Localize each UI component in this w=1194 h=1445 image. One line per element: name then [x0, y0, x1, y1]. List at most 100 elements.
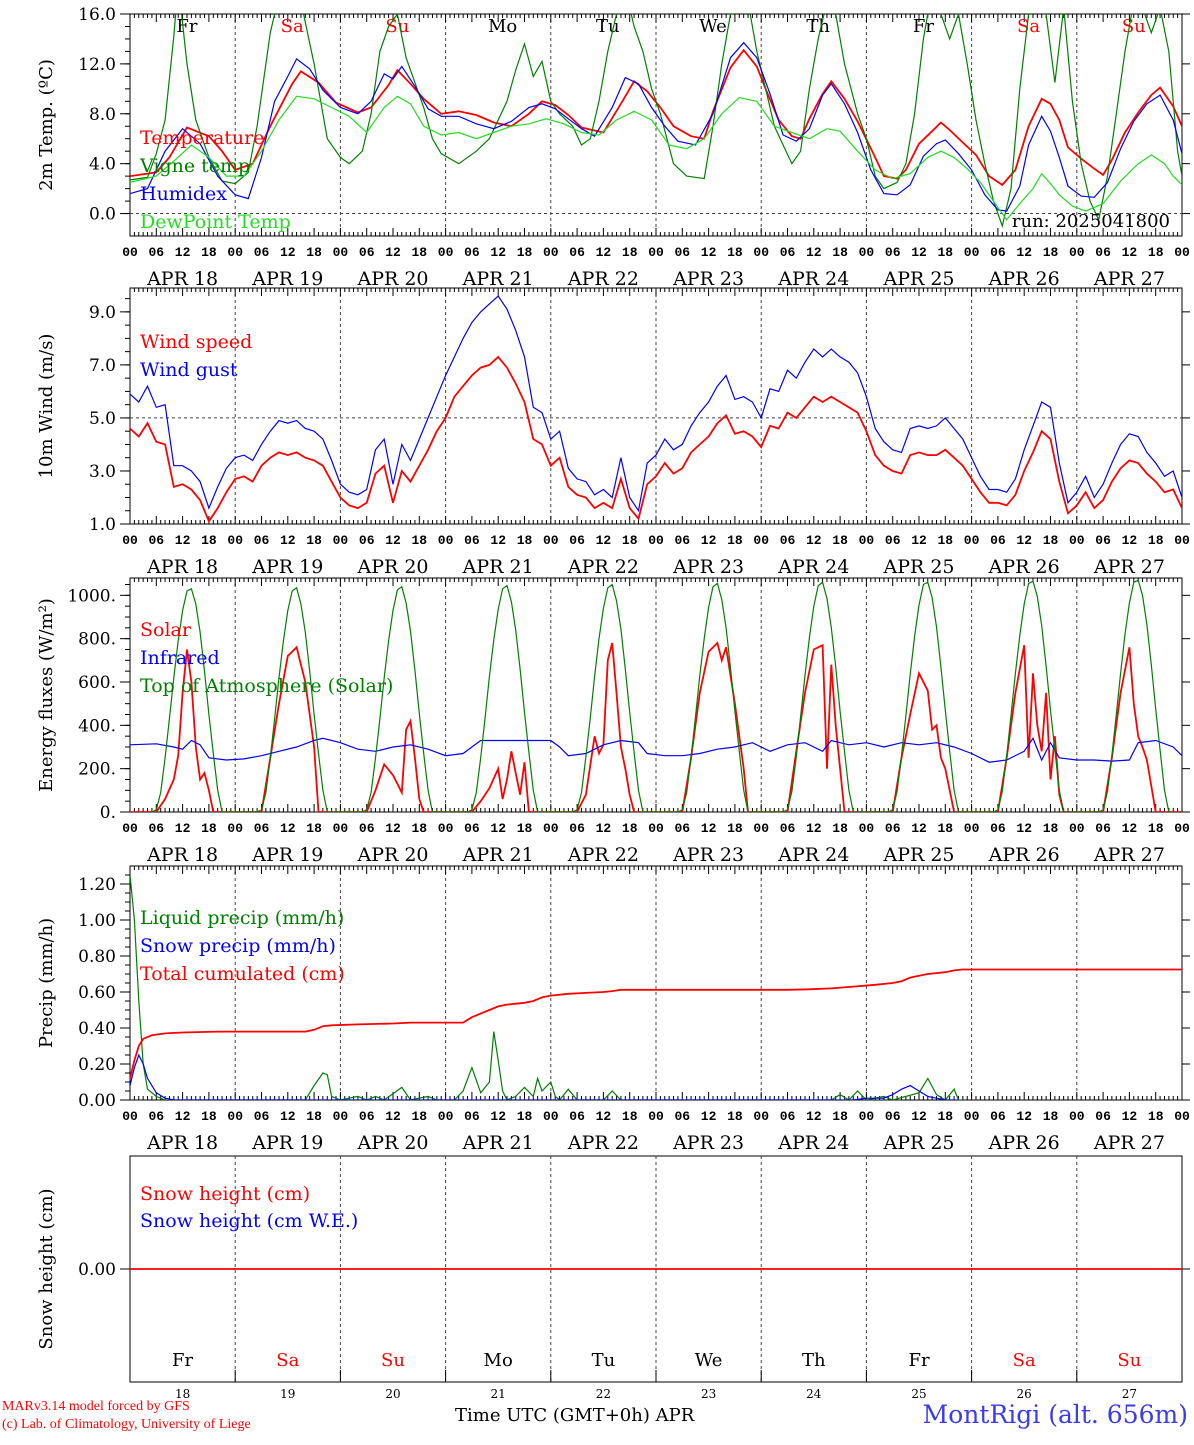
x-hour-label: 18	[832, 821, 848, 836]
x-date-label: APR 20	[356, 1132, 428, 1154]
x-date-label: APR 23	[672, 1132, 744, 1154]
x-hour-label: 06	[674, 533, 690, 548]
x-hour-label: 18	[201, 1109, 217, 1124]
x-hour-label: 00	[1174, 245, 1190, 260]
y-axis-label: Energy fluxes (W/m²)	[36, 598, 57, 792]
y-tick-label: 0.40	[78, 1019, 116, 1039]
x-date-label: APR 24	[777, 268, 849, 290]
month-label: APR	[655, 1405, 695, 1426]
legend-entry: Wind gust	[140, 359, 238, 381]
y-tick-label: 7.0	[89, 356, 116, 376]
series-line-total-cumulated-cm-	[130, 968, 1182, 1079]
x-hour-label: 00	[1069, 1109, 1085, 1124]
x-hour-label: 12	[175, 1109, 191, 1124]
x-hour-label: 12	[1122, 821, 1138, 836]
series-line-snow-precip-mm-h-	[130, 1053, 959, 1100]
legend-entry: Humidex	[140, 183, 227, 205]
legend-entry: Snow height (cm)	[140, 1183, 310, 1205]
run-annotation: run: 2025041800	[1012, 211, 1170, 232]
x-hour-label: 00	[1174, 1109, 1190, 1124]
x-hour-label: 12	[1122, 533, 1138, 548]
x-hour-label: 18	[727, 821, 743, 836]
x-hour-label: 18	[201, 821, 217, 836]
x-hour-label: 00	[648, 821, 664, 836]
weekday-label: Th	[802, 1350, 826, 1371]
panel-3: 0. 200. 400. 600. 800. 1000. Energy fluxes (W/…	[36, 577, 1190, 866]
x-hour-label: 18	[1148, 1109, 1164, 1124]
x-hour-label: 18	[517, 533, 533, 548]
x-date-label: APR 27	[1093, 556, 1165, 578]
x-hour-label: 12	[1016, 533, 1032, 548]
x-hour-label: 06	[780, 1109, 796, 1124]
x-hour-label: 12	[701, 245, 717, 260]
x-hour-label: 12	[596, 1109, 612, 1124]
x-hour-label: 06	[148, 1109, 164, 1124]
x-hour-label: 12	[1122, 245, 1138, 260]
x-hour-label: 18	[201, 245, 217, 260]
weekday-label: Su	[381, 1350, 405, 1371]
x-date-label: APR 27	[1093, 1132, 1165, 1154]
weekday-label: Th	[806, 16, 830, 37]
panel-1: 0.0 4.0 8.0 12.0 16.0 2m Temp. (ºC) 00 06 12 18 AP…	[36, 5, 1190, 290]
x-hour-label: 00	[438, 533, 454, 548]
x-hour-label: 12	[1016, 245, 1032, 260]
x-hour-label: 00	[543, 245, 559, 260]
x-date-label: APR 26	[988, 844, 1060, 866]
series-line-wind-gust	[130, 295, 1182, 513]
x-hour-label: 12	[280, 1109, 296, 1124]
x-hour-label: 12	[490, 533, 506, 548]
series-line-wind-speed	[130, 355, 1182, 524]
day-number-label: 20	[385, 1387, 400, 1401]
x-hour-label: 06	[674, 821, 690, 836]
x-date-label: APR 23	[672, 556, 744, 578]
weekday-label: Mo	[488, 16, 517, 37]
x-date-label: APR 22	[567, 844, 639, 866]
x-hour-label: 06	[674, 245, 690, 260]
x-date-label: APR 26	[988, 1132, 1060, 1154]
x-hour-label: 06	[569, 533, 585, 548]
y-axis-label: Snow height (cm)	[36, 1188, 57, 1349]
x-hour-label: 06	[148, 245, 164, 260]
weekday-label: Fr	[908, 1350, 929, 1371]
x-date-label: APR 19	[251, 844, 323, 866]
x-date-label: APR 23	[672, 844, 744, 866]
x-hour-label: 00	[227, 533, 243, 548]
x-hour-label: 06	[1095, 245, 1111, 260]
series-line-dewpoint-temp	[130, 95, 1182, 221]
x-date-label: APR 19	[251, 268, 323, 290]
x-hour-label: 18	[832, 1109, 848, 1124]
x-hour-label: 18	[622, 821, 638, 836]
x-hour-label: 18	[622, 245, 638, 260]
x-hour-label: 00	[438, 821, 454, 836]
x-hour-label: 18	[411, 821, 427, 836]
x-hour-label: 06	[359, 245, 375, 260]
x-hour-label: 00	[859, 1109, 875, 1124]
x-hour-label: 06	[990, 1109, 1006, 1124]
weekday-label: Fr	[913, 16, 934, 37]
x-hour-label: 06	[254, 245, 270, 260]
x-hour-label: 12	[1016, 821, 1032, 836]
x-hour-label: 06	[780, 821, 796, 836]
x-hour-label: 00	[1069, 821, 1085, 836]
x-hour-label: 12	[280, 245, 296, 260]
x-hour-label: 06	[780, 245, 796, 260]
y-tick-label: 3.0	[89, 462, 116, 482]
x-hour-label: 18	[832, 533, 848, 548]
x-hour-label: 00	[122, 245, 138, 260]
x-hour-label: 06	[885, 533, 901, 548]
x-hour-label: 18	[1043, 1109, 1059, 1124]
x-hour-label: 12	[385, 821, 401, 836]
x-hour-label: 12	[280, 821, 296, 836]
y-tick-label: 16.0	[78, 5, 116, 25]
x-hour-label: 06	[464, 245, 480, 260]
x-date-label: APR 24	[777, 1132, 849, 1154]
x-hour-label: 00	[859, 245, 875, 260]
x-date-label: APR 26	[988, 268, 1060, 290]
x-hour-label: 18	[727, 245, 743, 260]
day-number-label: 19	[280, 1387, 295, 1401]
x-hour-label: 00	[964, 1109, 980, 1124]
x-date-label: APR 21	[462, 556, 534, 578]
x-hour-label: 18	[306, 533, 322, 548]
x-hour-label: 06	[359, 533, 375, 548]
